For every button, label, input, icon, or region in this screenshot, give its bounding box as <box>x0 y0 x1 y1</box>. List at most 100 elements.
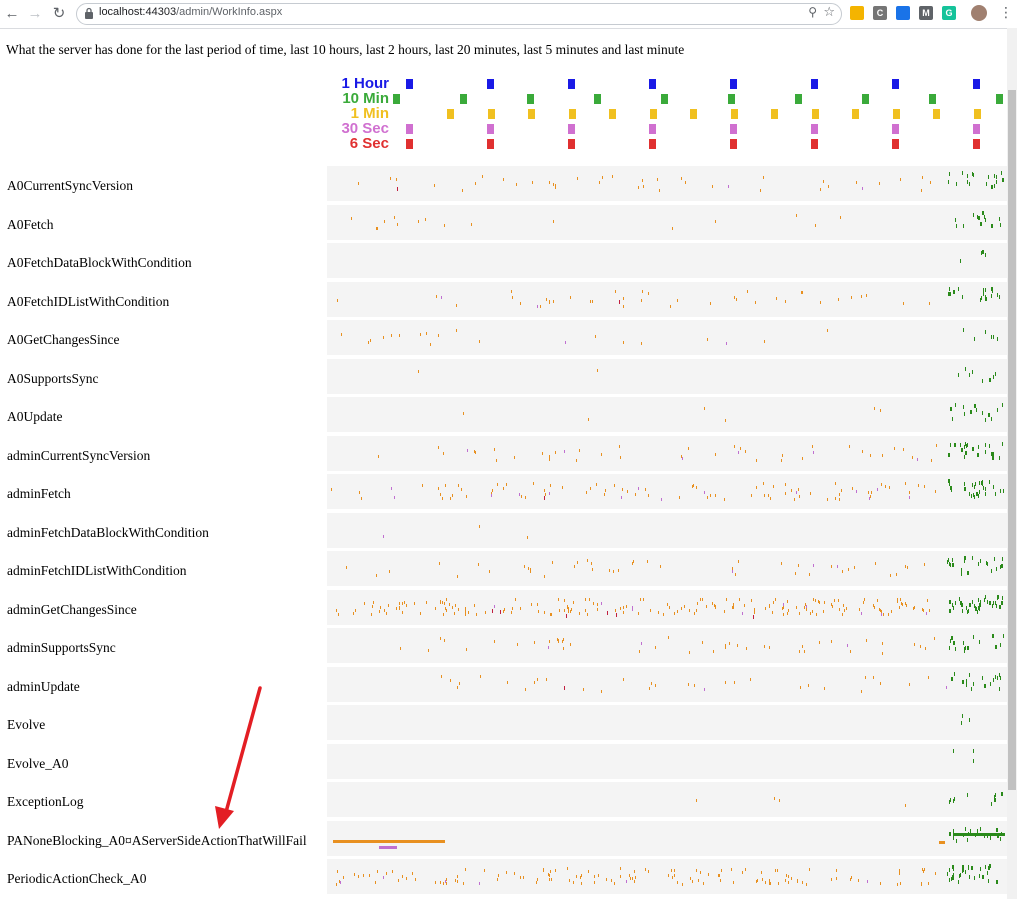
legend-marker <box>568 79 575 89</box>
kebab-menu-icon[interactable]: ⋮ <box>999 4 1013 20</box>
activity-tick <box>594 335 596 339</box>
activity-tick <box>971 866 973 871</box>
legend-marker <box>973 139 980 149</box>
activity-tick <box>920 644 922 648</box>
activity-tick <box>783 602 785 606</box>
activity-tick <box>782 613 784 617</box>
legend-marker <box>811 139 818 149</box>
activity-tick <box>549 300 551 304</box>
activity-tick <box>981 221 983 226</box>
activity-tick <box>969 491 971 496</box>
activity-tick <box>397 878 399 882</box>
activity-tick <box>973 484 975 489</box>
activity-tick <box>823 179 825 183</box>
legend-marker <box>528 109 535 119</box>
activity-tick <box>926 599 928 603</box>
activity-tick <box>607 611 609 616</box>
activity-tick <box>978 215 980 220</box>
activity-tick <box>926 611 928 615</box>
activity-tick <box>995 792 997 797</box>
activity-tick <box>939 840 945 844</box>
activity-tick <box>768 605 770 609</box>
activity-tick <box>842 603 844 607</box>
activity-tick <box>668 636 670 639</box>
page-scrollbar[interactable] <box>1007 28 1017 899</box>
activity-tick <box>950 407 952 412</box>
activity-tick <box>450 497 452 501</box>
activity-tick <box>434 607 436 611</box>
activity-tick <box>983 214 985 219</box>
row-label: adminFetchDataBlockWithCondition <box>7 524 209 540</box>
activity-tick <box>615 290 617 294</box>
activity-tick <box>955 182 957 187</box>
reload-icon[interactable]: ↻ <box>52 5 66 22</box>
row-label: ExceptionLog <box>7 794 84 809</box>
activity-tick <box>562 640 564 644</box>
forward-arrow-icon[interactable]: → <box>27 5 43 22</box>
activity-tick <box>989 600 991 605</box>
activity-tick <box>949 831 951 836</box>
activity-tick <box>961 571 963 576</box>
activity-tick <box>435 880 437 884</box>
activity-tick <box>465 609 467 613</box>
back-arrow-icon[interactable]: ← <box>4 5 20 22</box>
activity-tick <box>976 491 978 496</box>
legend-marker <box>649 139 656 149</box>
activity-tick <box>724 610 726 614</box>
activity-tick <box>585 608 587 612</box>
activity-tick <box>992 604 994 609</box>
activity-tick <box>668 605 670 609</box>
activity-tick <box>865 675 867 679</box>
activity-tick <box>982 675 984 680</box>
activity-tick <box>961 448 963 453</box>
activity-tick <box>563 450 565 454</box>
activity-tick <box>809 611 811 615</box>
activity-tick <box>537 878 539 882</box>
activity-tick <box>718 873 720 877</box>
activity-tick <box>984 449 986 454</box>
activity-tick <box>963 454 965 459</box>
activity-tick <box>706 496 708 500</box>
activity-tick <box>785 300 787 304</box>
activity-tick <box>374 880 376 884</box>
grammarly-extension-icon[interactable]: G <box>942 6 956 20</box>
activity-tick <box>701 641 703 645</box>
activity-tick <box>989 377 991 382</box>
yellow-extension-icon[interactable] <box>850 6 864 20</box>
activity-tick <box>763 644 765 648</box>
activity-tick <box>775 597 777 601</box>
activity-tick <box>976 829 979 834</box>
activity-tick <box>420 332 422 336</box>
activity-tick <box>450 679 452 683</box>
m-extension-icon[interactable]: M <box>919 6 933 20</box>
activity-tick <box>441 497 443 501</box>
activity-tick <box>383 876 385 880</box>
long-running-bar <box>379 845 397 849</box>
activity-tick <box>978 597 980 602</box>
activity-tick <box>970 410 972 415</box>
zoom-icon[interactable]: ⚲ <box>808 5 817 19</box>
activity-tick <box>502 610 504 614</box>
activity-tick <box>533 681 535 685</box>
profile-avatar[interactable] <box>971 5 987 21</box>
activity-tick <box>873 406 875 410</box>
legend-marker <box>487 139 494 149</box>
address-bar[interactable]: localhost:44303/admin/WorkInfo.aspx ⚲ ☆ <box>76 3 842 25</box>
activity-tick <box>727 184 729 188</box>
activity-tick <box>992 335 994 340</box>
activity-tick <box>973 493 975 498</box>
scrollbar-thumb[interactable] <box>1008 90 1016 790</box>
activity-tick <box>708 873 710 877</box>
activity-tick <box>591 567 593 571</box>
activity-tick <box>832 604 834 608</box>
activity-tick <box>563 598 565 602</box>
globe-extension-icon[interactable] <box>896 6 910 20</box>
bookmark-star-icon[interactable]: ☆ <box>823 4 835 19</box>
c-extension-icon[interactable]: C <box>873 6 887 20</box>
activity-tick <box>961 608 964 613</box>
activity-tick <box>914 642 916 646</box>
activity-tick <box>378 455 380 459</box>
activity-tick <box>924 563 926 567</box>
activity-tick <box>773 797 775 801</box>
row-label: A0Fetch <box>7 216 54 232</box>
